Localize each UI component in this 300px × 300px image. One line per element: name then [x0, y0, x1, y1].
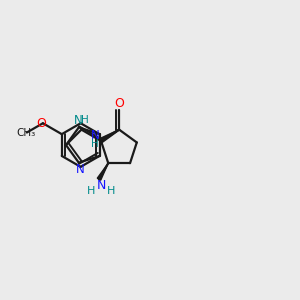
Text: H: H — [81, 116, 88, 125]
Polygon shape — [97, 163, 108, 180]
Text: N: N — [74, 114, 82, 127]
Text: O: O — [114, 97, 124, 110]
Text: CH₃: CH₃ — [16, 128, 35, 137]
Text: N: N — [96, 179, 106, 192]
Text: O: O — [36, 117, 46, 130]
Text: N: N — [75, 163, 84, 176]
Text: H: H — [87, 186, 95, 196]
Text: N: N — [91, 129, 100, 142]
Text: H: H — [92, 140, 99, 149]
Text: H: H — [107, 186, 115, 196]
Polygon shape — [99, 130, 119, 142]
